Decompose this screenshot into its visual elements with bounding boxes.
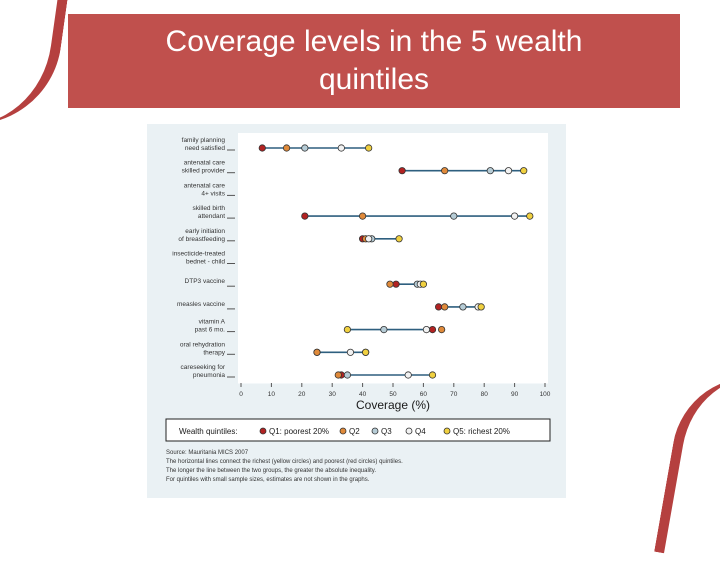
legend-item-label: Q4	[415, 427, 426, 436]
range-lines	[262, 147, 530, 376]
data-point-q2	[334, 371, 342, 379]
title-banner: Coverage levels in the 5 wealth quintile…	[68, 14, 680, 108]
x-tick-label: 80	[481, 391, 489, 398]
data-point-q3	[380, 326, 388, 334]
dot-plot-chart: family planning need satisfied antenatal c…	[165, 133, 551, 483]
legend-marker	[259, 427, 267, 435]
data-point-q1	[434, 303, 443, 311]
legend-box	[165, 418, 551, 442]
data-point-q5	[362, 348, 370, 356]
category-label: oral rehydration therapy	[180, 341, 226, 356]
chart-note: The longer the line between the two grou…	[166, 468, 376, 474]
data-point-q1	[301, 212, 309, 220]
chart-note: Source: Mauritania MICS 2007	[166, 450, 249, 456]
data-point-q5	[395, 235, 403, 243]
data-point-q3	[486, 167, 494, 175]
category-label: early initiation of breastfeeding	[178, 228, 225, 243]
data-point-q5	[365, 144, 373, 152]
x-tick-label: 60	[420, 391, 428, 398]
x-tick-label: 0	[239, 391, 243, 398]
category-label: antenatal care skilled provider	[182, 160, 226, 175]
data-point-q4	[504, 167, 513, 175]
data-point-q2	[441, 167, 449, 175]
data-point-q4	[365, 235, 373, 243]
category-label: measles vaccine	[177, 301, 225, 308]
data-points	[258, 144, 534, 379]
x-tick-label: 100	[540, 391, 551, 398]
data-point-q2	[386, 280, 394, 288]
category-labels: family planning need satisfied antenatal c…	[172, 137, 235, 379]
data-point-q4	[404, 371, 412, 379]
data-point-q4	[422, 326, 431, 334]
x-tick-label: 10	[268, 391, 276, 398]
data-point-q2	[283, 144, 291, 152]
category-label: family planning need satisfied	[182, 137, 226, 152]
data-point-q5	[428, 371, 437, 379]
category-label: careseeking for pneumonia	[181, 364, 226, 379]
decorative-corner-right	[654, 364, 720, 566]
data-point-q4	[346, 348, 355, 356]
data-point-q3	[343, 371, 351, 379]
category-label: DTP3 vaccine	[185, 278, 226, 285]
data-point-q3	[459, 303, 467, 311]
data-point-q3	[301, 144, 309, 152]
category-label: antenatal care 4+ visits	[184, 182, 226, 197]
data-point-q1	[428, 326, 437, 334]
legend-marker	[371, 427, 379, 435]
x-tick-label: 30	[329, 391, 337, 398]
x-axis-ticks: 0 10 20 30 40 50 60 70 80 90 100	[239, 383, 551, 398]
legend-item-label: Q5: richest 20%	[453, 427, 510, 436]
category-label: insecticide-treated bednet - child	[172, 251, 225, 266]
legend: Wealth quintiles: Q1: poorest 20% Q2 Q3 Q4 Q5…	[179, 427, 510, 436]
x-tick-label: 40	[359, 391, 367, 398]
legend-marker	[339, 427, 347, 435]
data-point-q2	[359, 212, 367, 220]
x-tick-label: 90	[511, 391, 519, 398]
data-point-q1	[258, 144, 266, 152]
legend-marker	[405, 427, 413, 435]
data-point-q2	[313, 348, 321, 356]
chart-figure: family planning need satisfied antenatal c…	[147, 124, 566, 498]
x-tick-label: 20	[298, 391, 306, 398]
legend-item-label: Q1: poorest 20%	[269, 427, 329, 436]
x-axis-label: Coverage (%)	[356, 398, 430, 412]
data-point-q2	[438, 326, 446, 334]
data-point-q5	[520, 167, 528, 175]
legend-marker	[443, 427, 451, 435]
category-label: skilled birth attendant	[192, 205, 225, 220]
data-point-q4	[510, 212, 519, 220]
chart-note: For quintiles with small sample sizes, e…	[166, 477, 370, 483]
data-point-q2	[441, 303, 449, 311]
data-point-q5	[343, 326, 351, 334]
data-point-q1	[392, 280, 400, 288]
plot-area	[238, 133, 548, 383]
data-point-q5	[419, 280, 427, 288]
legend-item-label: Q2	[349, 427, 360, 436]
legend-title: Wealth quintiles:	[179, 427, 238, 436]
legend-item-label: Q3	[381, 427, 392, 436]
data-point-q1	[398, 167, 406, 175]
chart-note: The horizontal lines connect the richest…	[166, 459, 403, 465]
x-tick-label: 70	[450, 391, 458, 398]
decorative-corner-left	[0, 0, 71, 137]
slide-title: Coverage levels in the 5 wealth quintile…	[165, 25, 583, 96]
x-tick-label: 50	[389, 391, 397, 398]
chart-notes: Source: Mauritania MICS 2007 The horizont…	[166, 450, 403, 483]
data-point-q4	[337, 144, 345, 152]
data-point-q3	[450, 212, 458, 220]
data-point-q5	[477, 303, 485, 311]
data-point-q5	[526, 212, 534, 220]
